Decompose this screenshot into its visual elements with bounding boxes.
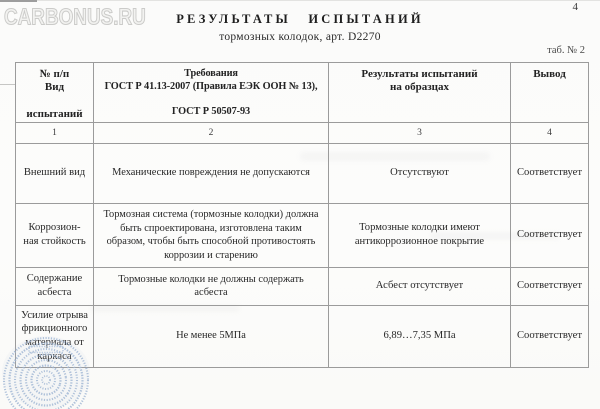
cell-test-type: Усилие отрыва фрикционного материала от …	[15, 304, 94, 368]
column-number: 2	[93, 121, 329, 144]
column-number: 4	[510, 121, 589, 144]
table-row: Содержание асбеста Тормозные колодки не …	[15, 266, 589, 306]
table-header-row: № п/п Вид испытаний Требования ГОСТ Р 41…	[15, 62, 589, 123]
cell-test-type: Содержание асбеста	[15, 266, 94, 306]
cell-result: Отсутствуют	[328, 142, 511, 204]
table-number-label: таб. № 2	[547, 45, 585, 56]
col-header-requirements: Требования ГОСТ Р 41.13-2007 (Правила ЕЭ…	[93, 62, 329, 123]
carbonus-watermark-logo: CARBONUS.RU	[4, 4, 147, 30]
cell-conclusion: Соответствует	[510, 142, 589, 204]
cell-result: Асбест отсутствует	[328, 266, 511, 306]
document-subtitle: тормозных колодок, арт. D2270	[219, 31, 381, 43]
cell-result: 6,89…7,35 МПа	[328, 304, 511, 368]
scan-artifact	[0, 84, 15, 85]
col-header-results: Результаты испытаний на образцах	[328, 62, 511, 123]
column-numbers-row: 1 2 3 4	[15, 121, 589, 144]
column-number: 1	[15, 121, 94, 144]
table-row: Коррозион- ная стойкость Тормозная систе…	[15, 202, 589, 268]
cell-requirement: Не менее 5МПа	[93, 304, 329, 368]
scan-artifact	[0, 0, 37, 2]
cell-test-type: Коррозион- ная стойкость	[15, 202, 94, 268]
col-header-conclusion: Вывод	[510, 62, 589, 123]
cell-test-type: Внешний вид	[15, 142, 94, 204]
cell-requirement: Тормозные колодки не должны содержать ас…	[93, 266, 329, 306]
col-header-test-type: № п/п Вид испытаний	[15, 62, 94, 123]
document-title: РЕЗУЛЬТАТЫ ИСПЫТАНИЙ	[176, 12, 424, 26]
table-row: Усилие отрыва фрикционного материала от …	[15, 304, 589, 368]
column-number: 3	[328, 121, 511, 144]
scan-artifact	[0, 0, 600, 1]
page-number: 4	[572, 1, 579, 13]
cell-conclusion: Соответствует	[510, 304, 589, 368]
test-results-table: № п/п Вид испытаний Требования ГОСТ Р 41…	[15, 62, 589, 368]
table-row: Внешний вид Механические повреждения не …	[15, 142, 589, 204]
cell-conclusion: Соответствует	[510, 266, 589, 306]
cell-conclusion: Соответствует	[510, 202, 589, 268]
round-seal-stamp-icon	[2, 336, 90, 409]
cell-requirement: Тормозная система (тормозные колодки) до…	[93, 202, 329, 268]
cell-result: Тормозные колодки имеют антикоррозионное…	[328, 202, 511, 268]
cell-requirement: Механические повреждения не допускаются	[93, 142, 329, 204]
